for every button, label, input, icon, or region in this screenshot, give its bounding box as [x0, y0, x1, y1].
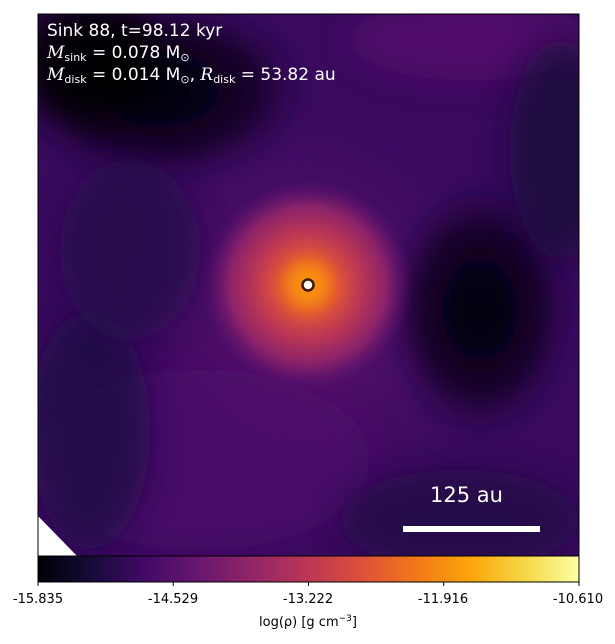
sink-mass-symbol: M — [47, 43, 65, 63]
sink-mass-unit-sub: ⊙ — [180, 51, 190, 64]
colorbar-tick-label: -14.529 — [147, 592, 199, 607]
disk-radius-symbol: R — [200, 65, 214, 85]
disk-radius-sub: disk — [213, 73, 236, 86]
disk-info-line: Mdisk = 0.014 M⊙, Rdisk = 53.82 au — [47, 64, 336, 91]
disk-radius-value: = 53.82 au — [235, 65, 336, 85]
colorbar-tick-label: -11.916 — [417, 592, 469, 607]
colorbar-label-text: log(ρ) [g cm — [259, 615, 339, 630]
colorbar-ticks — [37, 582, 580, 586]
colorbar-label-exp: −3 — [338, 614, 352, 624]
separator: , — [189, 65, 201, 85]
colorbar-tick-label: -15.835 — [12, 592, 64, 607]
sink-mass-sub: sink — [64, 51, 87, 64]
density-map — [38, 14, 579, 556]
scale-bar-label: 125 au — [430, 483, 503, 507]
disk-mass-unit-sub: ⊙ — [180, 73, 190, 86]
disk-mass-value: = 0.014 M — [86, 65, 181, 85]
sink-info-line: Sink 88, t=98.12 kyr — [47, 20, 222, 42]
disk-mass-symbol: M — [47, 65, 65, 85]
colorbar-tick-label: -13.222 — [282, 592, 334, 607]
disk-mass-sub: disk — [64, 73, 87, 86]
sink-mass-value: = 0.078 M — [86, 43, 181, 63]
colorbar-label: log(ρ) [g cm−3] — [259, 614, 357, 630]
scale-bar — [403, 526, 540, 532]
sink-mass-line: Msink = 0.078 M⊙ — [47, 42, 190, 69]
colorbar — [37, 555, 580, 583]
sink-title: Sink 88, t=98.12 kyr — [47, 21, 223, 41]
colorbar-label-close: ] — [351, 615, 357, 630]
colorbar-tick-label: -10.610 — [552, 592, 604, 607]
sink-marker — [301, 278, 315, 292]
